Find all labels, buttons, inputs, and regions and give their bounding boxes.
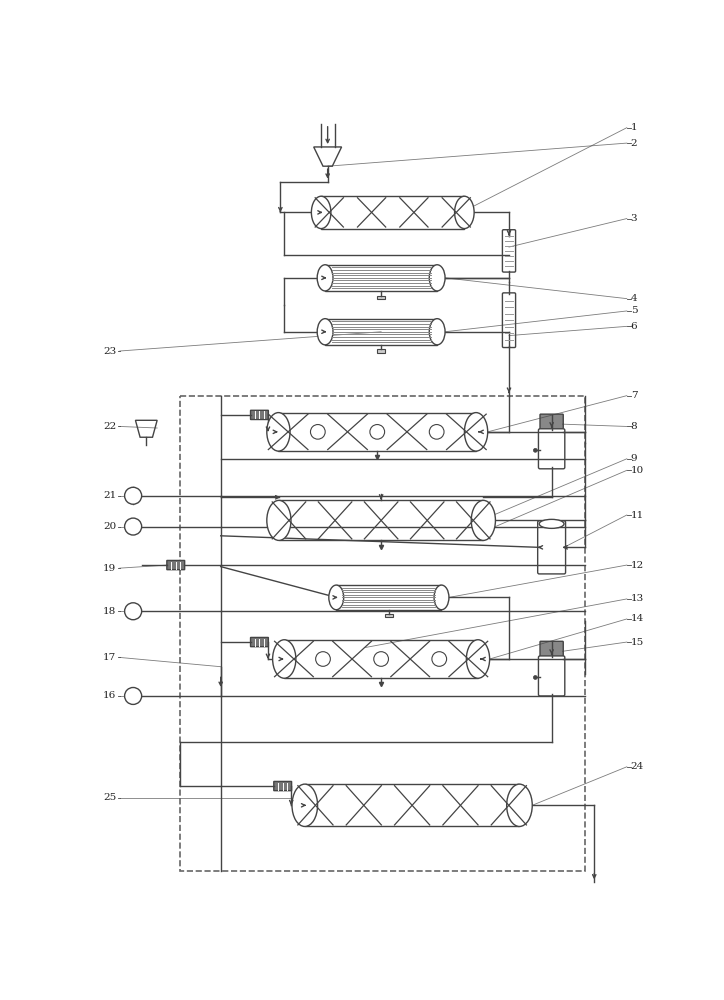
Ellipse shape (329, 585, 344, 610)
Ellipse shape (466, 640, 489, 678)
Bar (385, 614, 392, 617)
Bar (180, 396, 585, 871)
Text: 23: 23 (103, 347, 116, 356)
Circle shape (374, 652, 389, 666)
Text: 16: 16 (103, 691, 116, 700)
Polygon shape (135, 420, 157, 437)
Text: 22: 22 (103, 422, 116, 431)
Ellipse shape (434, 585, 449, 610)
FancyBboxPatch shape (274, 781, 292, 791)
FancyBboxPatch shape (540, 641, 563, 658)
Bar (377, 349, 385, 353)
Text: 19: 19 (103, 564, 116, 573)
Text: 9: 9 (631, 454, 637, 463)
Text: 6: 6 (631, 322, 637, 331)
Ellipse shape (429, 319, 445, 345)
FancyBboxPatch shape (539, 656, 565, 696)
FancyBboxPatch shape (167, 560, 185, 570)
Ellipse shape (311, 196, 331, 229)
Ellipse shape (429, 265, 445, 291)
Ellipse shape (273, 640, 296, 678)
Ellipse shape (464, 413, 488, 451)
Ellipse shape (317, 319, 333, 345)
Text: 25: 25 (103, 793, 116, 802)
Circle shape (311, 425, 325, 439)
FancyBboxPatch shape (279, 500, 484, 540)
Text: 14: 14 (631, 614, 644, 623)
Ellipse shape (292, 784, 318, 826)
Circle shape (125, 518, 142, 535)
FancyBboxPatch shape (539, 429, 565, 469)
Ellipse shape (317, 265, 333, 291)
FancyBboxPatch shape (336, 585, 442, 610)
Ellipse shape (267, 413, 290, 451)
Ellipse shape (539, 519, 564, 528)
Circle shape (125, 487, 142, 504)
FancyBboxPatch shape (321, 196, 464, 229)
Text: 17: 17 (103, 653, 116, 662)
Text: 21: 21 (103, 491, 116, 500)
Polygon shape (313, 147, 342, 166)
Text: 8: 8 (631, 422, 637, 431)
FancyBboxPatch shape (325, 265, 437, 291)
Ellipse shape (267, 500, 291, 540)
Text: 7: 7 (631, 391, 637, 400)
Circle shape (534, 676, 537, 679)
Circle shape (432, 652, 447, 666)
Text: 3: 3 (631, 214, 637, 223)
FancyBboxPatch shape (325, 319, 437, 345)
FancyBboxPatch shape (279, 413, 476, 451)
Circle shape (125, 687, 142, 704)
Circle shape (125, 603, 142, 620)
Ellipse shape (507, 784, 532, 826)
FancyBboxPatch shape (502, 293, 515, 348)
Text: 18: 18 (103, 607, 116, 616)
FancyBboxPatch shape (502, 230, 515, 272)
Circle shape (429, 425, 444, 439)
Circle shape (534, 448, 537, 452)
Text: 15: 15 (631, 638, 644, 647)
Text: 2: 2 (631, 139, 637, 148)
Text: 10: 10 (631, 466, 644, 475)
FancyBboxPatch shape (305, 784, 519, 826)
FancyBboxPatch shape (251, 410, 269, 420)
FancyBboxPatch shape (251, 637, 269, 647)
Text: 24: 24 (631, 762, 644, 771)
Text: 5: 5 (631, 306, 637, 315)
Ellipse shape (471, 500, 495, 540)
Circle shape (316, 652, 330, 666)
Text: 11: 11 (631, 511, 644, 520)
Text: 1: 1 (631, 123, 637, 132)
FancyBboxPatch shape (540, 414, 563, 431)
Text: 13: 13 (631, 594, 644, 603)
Text: 20: 20 (103, 522, 116, 531)
Ellipse shape (455, 196, 474, 229)
FancyBboxPatch shape (538, 521, 565, 574)
Text: 12: 12 (631, 561, 644, 570)
Text: 4: 4 (631, 294, 637, 303)
FancyBboxPatch shape (285, 640, 478, 678)
Bar (377, 296, 385, 299)
Circle shape (370, 425, 384, 439)
